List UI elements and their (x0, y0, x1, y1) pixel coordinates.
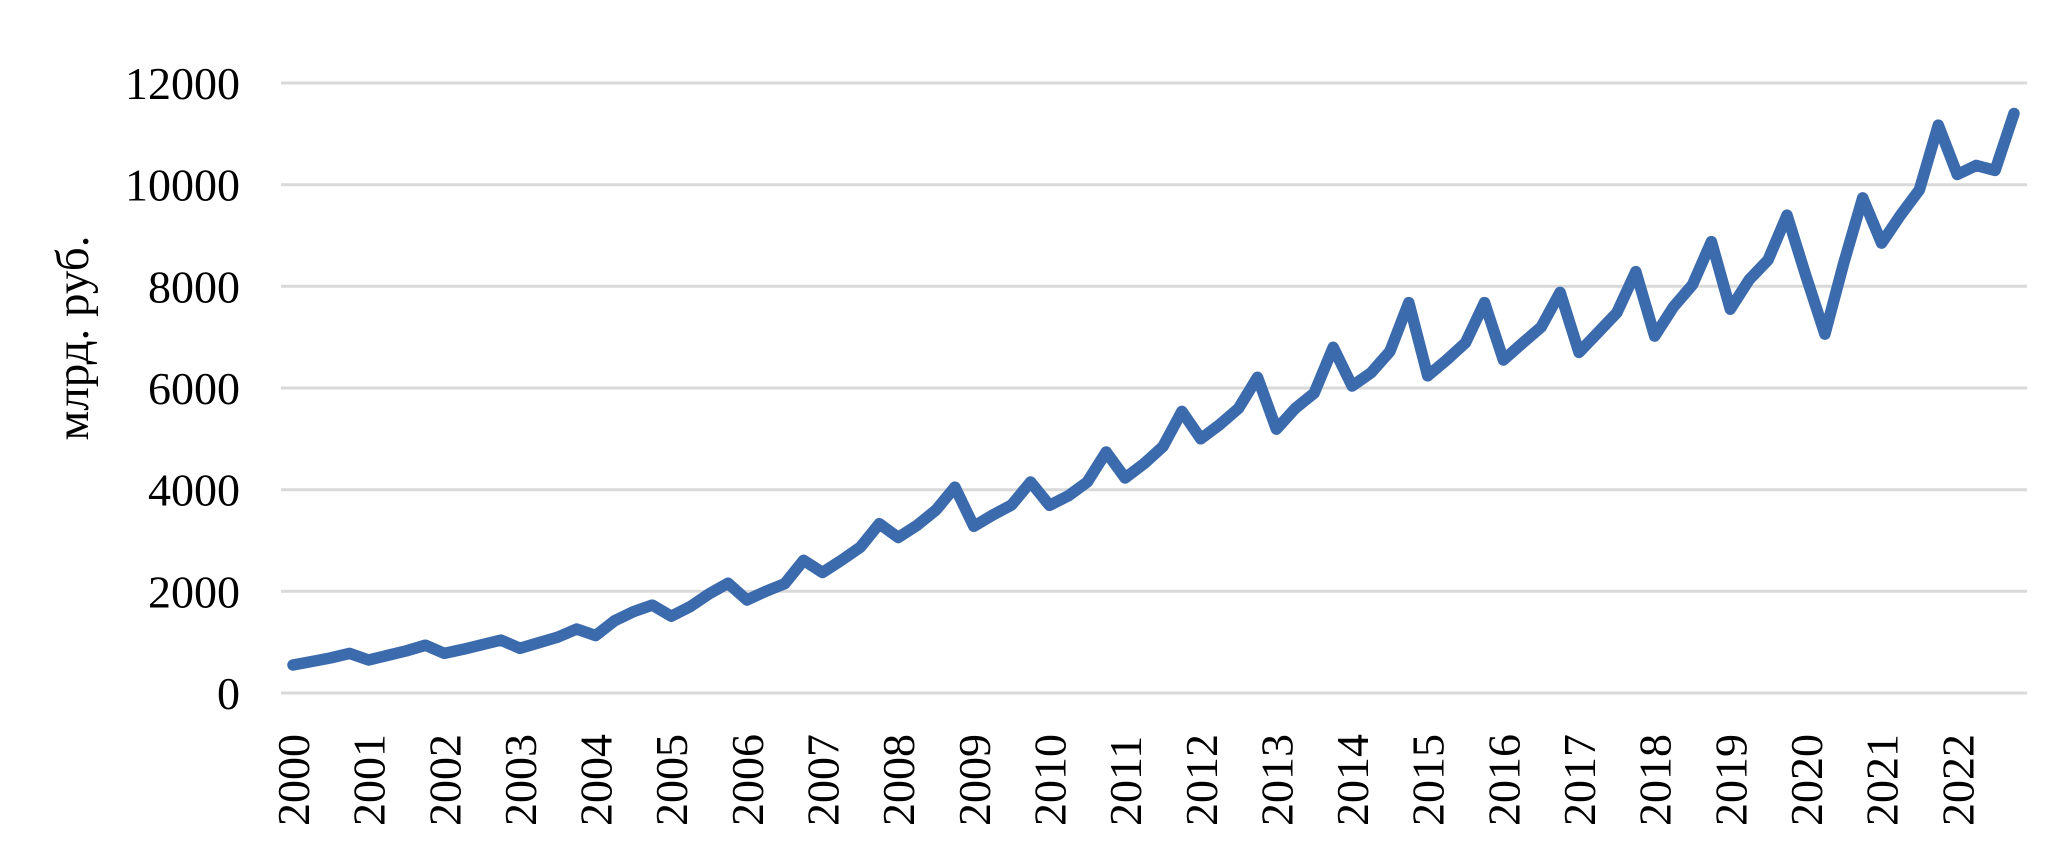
x-axis-tick-label: 2016 (1478, 734, 1529, 826)
y-axis-title: млрд. руб. (47, 236, 99, 441)
x-axis-tick-label: 2002 (419, 734, 470, 826)
x-axis-tick-label: 2012 (1176, 734, 1227, 826)
x-axis-tick-label: 2011 (1100, 736, 1151, 826)
y-axis-tick-label: 4000 (148, 465, 240, 516)
x-axis-tick-label: 2013 (1251, 734, 1302, 826)
x-axis-tick-label: 2019 (1705, 734, 1756, 826)
x-axis-tick-label: 2001 (344, 734, 395, 826)
x-axis-tick-label: 2009 (949, 734, 1000, 826)
x-axis-tick-label: 2015 (1403, 734, 1454, 826)
gridlines-group (281, 81, 2027, 695)
x-axis-tick-label: 2005 (646, 734, 697, 826)
y-axis-tick-label: 10000 (125, 160, 240, 211)
x-axis-tick-label: 2003 (495, 734, 546, 826)
x-axis-tick-label: 2017 (1554, 734, 1605, 826)
y-axis-tick-label: 6000 (148, 363, 240, 414)
data-series-line (287, 107, 2020, 671)
y-axis-labels-group: 0 2000 4000 6000 8000 10000 12000 (125, 58, 240, 719)
x-axis-tick-label: 2022 (1932, 734, 1983, 826)
y-axis-tick-label: 8000 (148, 261, 240, 312)
y-axis-tick-label: 2000 (148, 566, 240, 617)
x-axis-labels-group: 2000 2001 2002 2003 2004 2005 2006 2007 2008 2009… (268, 734, 1983, 826)
x-axis-tick-label: 2000 (268, 734, 319, 826)
x-axis-tick-label: 2008 (873, 734, 924, 826)
x-axis-tick-label: 2014 (1327, 734, 1378, 826)
x-axis-tick-label: 2018 (1630, 734, 1681, 826)
x-axis-tick-label: 2020 (1781, 734, 1832, 826)
x-axis-tick-label: 2021 (1857, 734, 1908, 826)
x-axis-tick-label: 2004 (571, 734, 622, 826)
x-axis-tick-label: 2007 (798, 734, 849, 826)
y-axis-tick-label: 12000 (125, 58, 240, 109)
x-axis-tick-label: 2006 (722, 734, 773, 826)
x-axis-tick-label: 2010 (1025, 734, 1076, 826)
y-axis-tick-label: 0 (217, 668, 240, 719)
